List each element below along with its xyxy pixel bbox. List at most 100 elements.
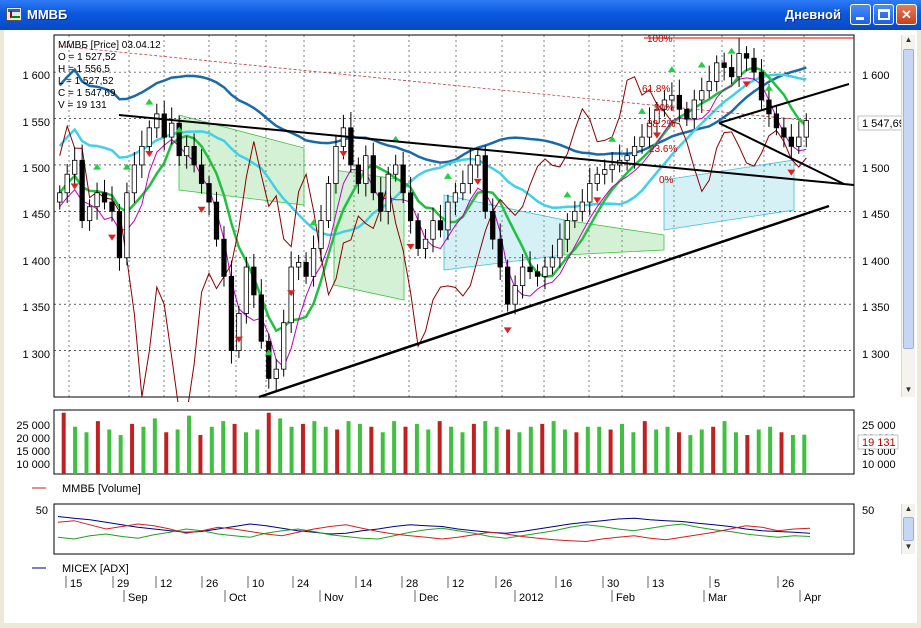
candle[interactable] xyxy=(684,108,690,119)
candle[interactable] xyxy=(579,201,585,212)
candle[interactable] xyxy=(758,71,765,101)
candle[interactable] xyxy=(654,108,660,124)
candle[interactable] xyxy=(676,94,682,110)
candle[interactable] xyxy=(490,210,496,240)
candle[interactable] xyxy=(475,155,481,166)
candle[interactable] xyxy=(430,220,436,240)
candle[interactable] xyxy=(422,238,429,249)
candle[interactable] xyxy=(79,159,85,222)
candle[interactable] xyxy=(333,145,339,184)
candle[interactable] xyxy=(161,113,167,138)
maximize-button[interactable] xyxy=(873,4,894,25)
candle[interactable] xyxy=(512,285,518,305)
candle[interactable] xyxy=(519,266,526,287)
candle[interactable] xyxy=(318,220,324,249)
scroll-down-icon[interactable]: ▼ xyxy=(904,385,913,394)
adx-scrollbar[interactable]: ▲ ▼ xyxy=(901,504,915,554)
candle[interactable] xyxy=(564,220,571,240)
adx-pane[interactable]: 50 50 MICEX [ADX] 15 29 12 26 10 24 14 28 12 26 16… xyxy=(4,500,917,623)
candle[interactable] xyxy=(86,206,93,222)
candle[interactable] xyxy=(206,183,212,203)
candle[interactable] xyxy=(176,122,182,157)
candle[interactable] xyxy=(400,164,406,194)
candle[interactable] xyxy=(184,145,190,157)
candle[interactable] xyxy=(661,99,668,110)
candle[interactable] xyxy=(295,262,302,268)
candle[interactable] xyxy=(221,238,227,277)
candle[interactable] xyxy=(452,192,459,203)
candle[interactable] xyxy=(198,164,205,184)
price-chart[interactable]: 100% 61.8% 50% 38.2% 23.6% 0% ММВБ [Pric… xyxy=(4,30,917,416)
candle[interactable] xyxy=(467,164,473,184)
candle[interactable] xyxy=(243,266,250,314)
candle[interactable] xyxy=(743,53,750,59)
candle[interactable] xyxy=(57,192,63,203)
candle[interactable] xyxy=(714,62,720,82)
candle[interactable] xyxy=(505,266,511,305)
candle[interactable] xyxy=(594,173,600,184)
adx-scroll-thumb[interactable] xyxy=(903,517,914,541)
candle[interactable] xyxy=(169,122,175,138)
candle[interactable] xyxy=(445,201,451,231)
candle[interactable] xyxy=(124,192,130,259)
volume-chart[interactable]: 25 000 20 000 15 000 10 000 25 000 20 00… xyxy=(4,406,917,500)
candle[interactable] xyxy=(378,192,384,212)
trendline-channel-lower[interactable] xyxy=(718,122,845,185)
candle[interactable] xyxy=(534,271,541,277)
candle[interactable] xyxy=(116,210,123,259)
candle[interactable] xyxy=(646,122,653,138)
candle[interactable] xyxy=(228,275,235,351)
candle[interactable] xyxy=(728,67,735,78)
candle[interactable] xyxy=(631,145,638,157)
scroll-up-icon[interactable]: ▲ xyxy=(904,35,913,44)
candle[interactable] xyxy=(258,294,264,342)
candle[interactable] xyxy=(669,94,675,101)
volume-pane[interactable]: 25 000 20 000 15 000 10 000 25 000 20 00… xyxy=(4,406,917,500)
candle[interactable] xyxy=(609,164,615,170)
candle[interactable] xyxy=(527,266,533,273)
candle[interactable] xyxy=(549,257,556,268)
scroll-up-icon[interactable]: ▲ xyxy=(904,504,913,513)
price-pane[interactable]: 100% 61.8% 50% 38.2% 23.6% 0% ММВБ [Pric… xyxy=(4,30,917,416)
candle[interactable] xyxy=(482,155,488,212)
candle[interactable] xyxy=(325,183,332,222)
window-titlebar[interactable]: ММВБ Дневной ✕ xyxy=(0,0,921,30)
candle[interactable] xyxy=(251,266,257,296)
candle[interactable] xyxy=(355,164,361,184)
candle[interactable] xyxy=(602,169,608,175)
candle[interactable] xyxy=(109,201,115,212)
price-scroll-thumb[interactable] xyxy=(903,49,914,349)
candle[interactable] xyxy=(213,201,220,240)
adx-chart[interactable]: 50 50 MICEX [ADX] 15 29 12 26 10 24 14 28 12 26 16… xyxy=(4,500,917,623)
trendline-channel-upper[interactable] xyxy=(718,83,850,124)
candle[interactable] xyxy=(273,368,279,379)
candle[interactable] xyxy=(303,262,309,277)
candle[interactable] xyxy=(736,53,742,78)
candle[interactable] xyxy=(796,136,802,147)
candle[interactable] xyxy=(557,238,563,259)
candle[interactable] xyxy=(407,192,414,222)
candle[interactable] xyxy=(751,57,757,73)
candle[interactable] xyxy=(236,313,242,351)
candle[interactable] xyxy=(101,192,108,203)
candle[interactable] xyxy=(587,183,593,203)
candle[interactable] xyxy=(437,220,444,231)
candle[interactable] xyxy=(72,159,78,175)
candle[interactable] xyxy=(281,322,287,370)
trendline-support[interactable] xyxy=(258,204,830,399)
candle[interactable] xyxy=(363,155,369,184)
candle[interactable] xyxy=(706,81,712,92)
candle[interactable] xyxy=(542,266,548,277)
candle[interactable] xyxy=(803,120,809,138)
scroll-down-icon[interactable]: ▼ xyxy=(904,542,913,551)
candle[interactable] xyxy=(624,155,630,161)
close-button[interactable]: ✕ xyxy=(896,4,917,25)
candle[interactable] xyxy=(460,183,466,194)
candle[interactable] xyxy=(415,220,421,249)
price-scrollbar[interactable]: ▲ ▼ xyxy=(901,35,915,397)
trendline-resistance[interactable] xyxy=(118,114,855,186)
candle[interactable] xyxy=(348,127,354,166)
candle[interactable] xyxy=(266,340,272,379)
time-axis[interactable] xyxy=(54,575,854,605)
candle[interactable] xyxy=(691,99,697,119)
